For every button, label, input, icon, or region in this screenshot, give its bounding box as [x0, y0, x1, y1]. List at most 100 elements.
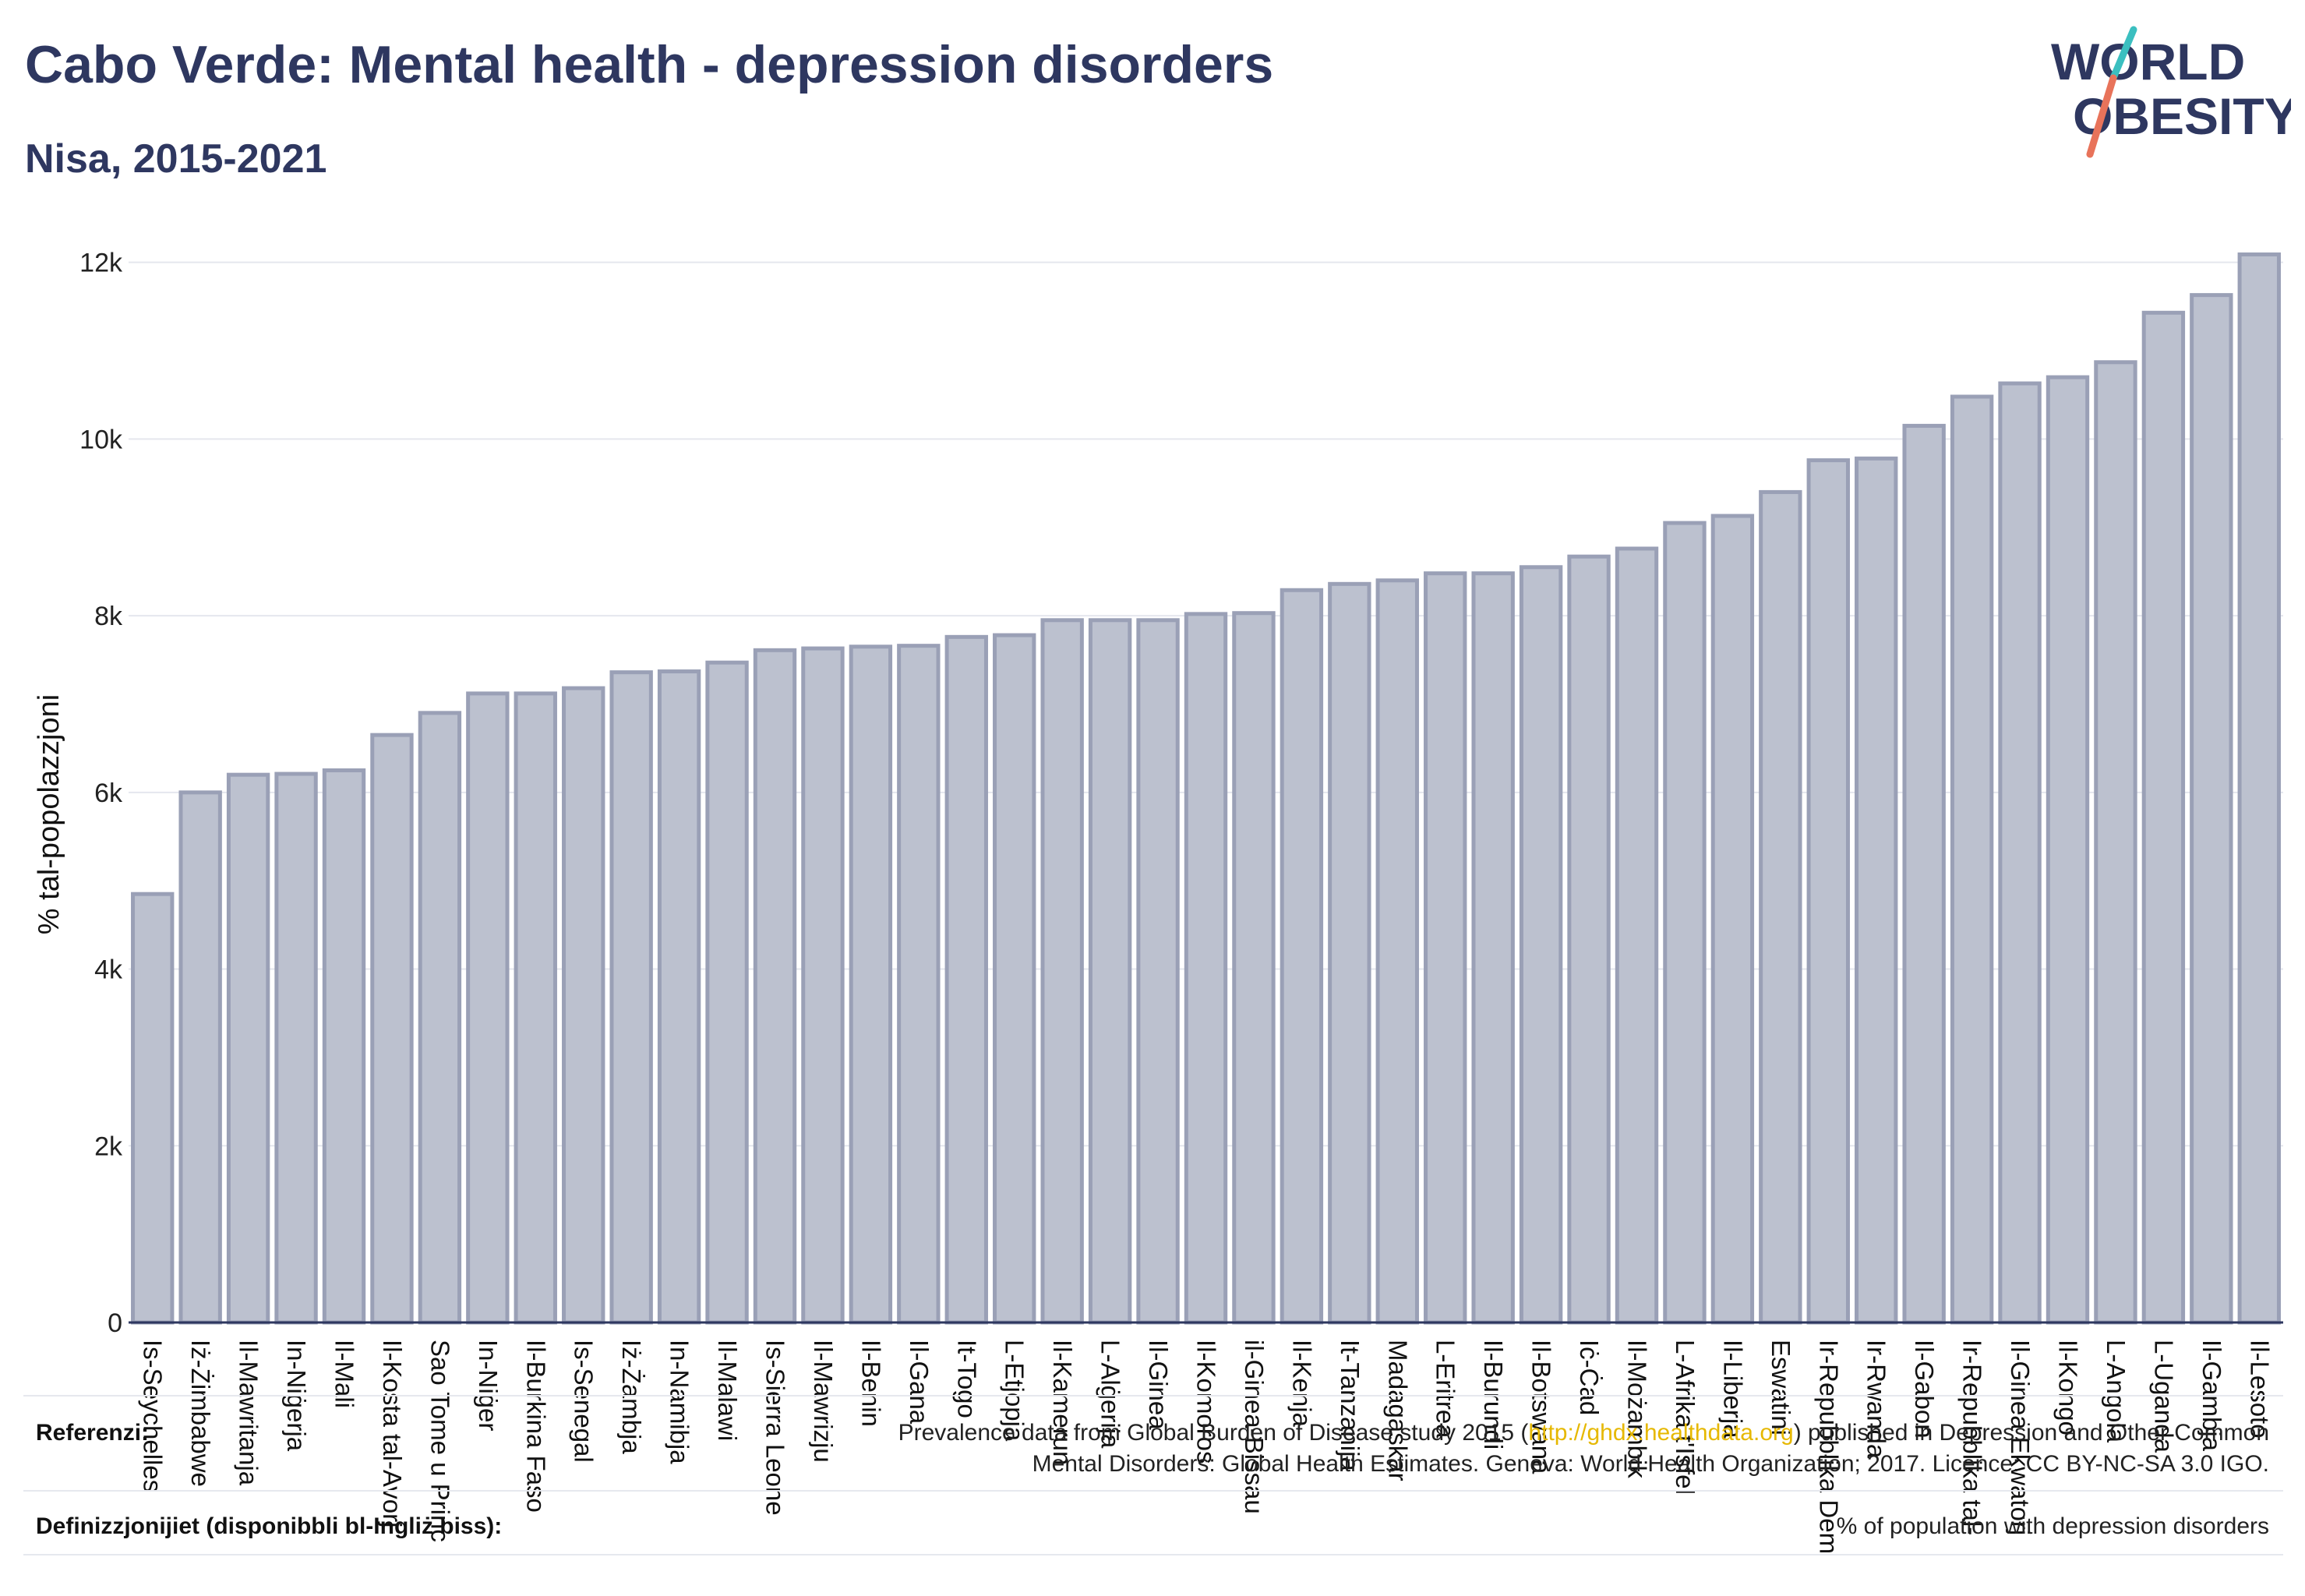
bar[interactable]: L-Uganda — [2141, 310, 2186, 1325]
x-tick-label: Sao Tome u Princ — [425, 1340, 454, 1542]
x-tick-label: It-Tanzanija — [1336, 1340, 1364, 1471]
x-tick-label: Is-Senegal — [570, 1340, 598, 1463]
bar[interactable]: Eswatini — [1759, 489, 1802, 1325]
bar[interactable]: Il-Malawi — [705, 660, 749, 1325]
chart-subtitle: Nisa, 2015-2021 — [25, 136, 327, 182]
x-tick-label: Il-Burkina Faso — [521, 1340, 550, 1513]
x-tick-label: Il-Możambik — [1623, 1340, 1652, 1478]
y-axis-label: % tal-popolazzjoni — [33, 694, 65, 934]
bar[interactable]: Il-Mali — [322, 768, 366, 1325]
x-tick-label: Il-Kenja — [1287, 1340, 1316, 1428]
x-tick-label: Il-Benin — [856, 1340, 885, 1427]
x-tick-label: Ir-Rwanda — [1862, 1340, 1891, 1459]
bar[interactable]: L-Alġerija — [1088, 618, 1132, 1325]
footer-divider-bottom — [23, 1554, 2283, 1555]
definitions-label: Definizzjonijiet (disponibbli bl-Ingliż … — [36, 1513, 503, 1539]
y-axis: 0 2k 4k 6k 8k 10k 12k — [79, 249, 123, 1338]
bar[interactable]: Il-Gabon — [1902, 423, 1946, 1325]
bar[interactable]: Ir-Repubblika Demokratika tal-Kongo — [1806, 458, 1850, 1325]
bar[interactable]: L-Afrika t'Isfel — [1663, 521, 1707, 1325]
y-tick-label: 8k — [94, 602, 123, 631]
x-tick-label: L-Eritrea — [1431, 1340, 1460, 1439]
bar[interactable]: Is-Seychelles — [131, 892, 175, 1325]
x-tick-label: It-Togo — [952, 1340, 981, 1418]
bar[interactable]: Sao Tome u Principe — [418, 711, 462, 1325]
bar[interactable]: Ir-Repubblika tal-Afrika Ċentrali — [1950, 394, 1994, 1325]
y-tick-label: 12k — [79, 249, 123, 278]
bar[interactable]: Il-Burundi — [1471, 571, 1515, 1325]
bar[interactable]: L-Eritrea — [1424, 571, 1467, 1325]
bar[interactable]: Il-Mawrizju — [801, 646, 845, 1325]
bar[interactable]: Ir-Rwanda — [1855, 456, 1898, 1325]
bar[interactable]: Il-Lesoto — [2237, 252, 2281, 1325]
bar[interactable]: Il-Gana — [897, 644, 941, 1325]
logo-slash-coral — [2086, 74, 2117, 158]
x-tick-label: Il-Kongo — [2054, 1340, 2083, 1435]
bar[interactable]: il-Ginea-Bissau — [1232, 611, 1276, 1325]
bar[interactable]: Il-Liberja — [1710, 514, 1755, 1325]
x-tick-label: Il-Ginea Ekwatorj — [2006, 1340, 2035, 1535]
bar[interactable]: Il-Burkina Faso — [514, 691, 557, 1325]
bar[interactable]: Is-Senegal — [562, 686, 605, 1325]
bar[interactable]: It-Togo — [944, 634, 988, 1325]
x-tick-label: L-Etjopja — [1001, 1340, 1029, 1442]
x-tick-label: L-Alġerija — [1096, 1340, 1125, 1449]
x-tick-label: Il-Kosta tal-Avorj — [378, 1340, 407, 1527]
x-tick-label: Il-Burundi — [1479, 1340, 1508, 1449]
bar[interactable]: Il-Botswana — [1519, 565, 1563, 1325]
x-tick-label: Il-Mawrizju — [809, 1340, 838, 1463]
x-tick-label: Il-Gana — [905, 1340, 934, 1425]
x-tick-label: In-Niġer — [474, 1340, 503, 1431]
bar[interactable]: Il-Kenja — [1280, 588, 1324, 1325]
x-tick-label: Is-Seychelles — [139, 1340, 168, 1492]
x-tick-label: Il-Ginea — [1144, 1340, 1173, 1430]
bar[interactable]: In-Niġerja — [274, 772, 318, 1325]
x-tick-label: Iċ-Ċad — [1575, 1340, 1604, 1415]
bar[interactable]: It-Tanzanija — [1328, 581, 1371, 1325]
references-text-line1: Prevalence data from Global Burden of Di… — [898, 1420, 2269, 1446]
bar[interactable]: Iż-Żambja — [609, 670, 653, 1325]
world-obesity-logo: WORLD OBESITY — [2051, 26, 2291, 158]
bar[interactable]: Il-Ginea Ekwatorjali — [1998, 381, 2042, 1325]
x-tick-label: il-Ginea-Bissau — [1240, 1340, 1269, 1514]
x-tick-label: Il-Kamerun — [1048, 1340, 1077, 1465]
bar[interactable]: Iċ-Ċad — [1567, 554, 1611, 1325]
x-tick-label: Il-Gabon — [1910, 1340, 1939, 1439]
bar[interactable]: Il-Kamerun — [1040, 618, 1084, 1325]
bar[interactable]: In-Niġer — [466, 691, 510, 1325]
x-tick-label: L-Angola — [2102, 1340, 2130, 1443]
x-tick-label: L-Afrika t'Isfel — [1671, 1340, 1700, 1495]
bar[interactable]: Il-Benin — [849, 644, 893, 1325]
bar[interactable]: Il-Ginea — [1136, 618, 1180, 1325]
x-tick-label: Is-Sierra Leone — [761, 1340, 790, 1516]
bar[interactable]: Il-Komoros — [1184, 612, 1228, 1325]
bar[interactable]: L-Etjopja — [993, 633, 1036, 1325]
bar[interactable]: Il-Możambik — [1615, 546, 1659, 1325]
footer-divider-middle — [23, 1490, 2283, 1492]
x-tick-label: Il-Mawritanja — [235, 1340, 263, 1486]
references-link[interactable]: http://ghdx.healthdata.org — [1528, 1420, 1794, 1446]
bar[interactable]: L-Angola — [2094, 360, 2137, 1325]
x-tick-label: Il-Botswana — [1527, 1340, 1556, 1474]
x-tick-label: In-Namibja — [665, 1340, 694, 1464]
references-label: Referenzi: — [36, 1420, 150, 1446]
chart-title: Cabo Verde: Mental health - depression d… — [25, 35, 1274, 94]
bar[interactable]: Iż-Żimbabwe — [178, 790, 222, 1325]
x-tick-label: Madagaskar — [1383, 1340, 1412, 1481]
footer-divider-top — [23, 1395, 2283, 1396]
x-tick-label: Ir-Repubblika Dem — [1814, 1340, 1843, 1554]
bar[interactable]: Madagaskar — [1375, 578, 1419, 1325]
bar[interactable]: Il-Kongo — [2046, 375, 2090, 1325]
bar[interactable]: In-Namibja — [657, 669, 701, 1325]
bar[interactable]: Il-Kosta tal-Avorju — [370, 733, 414, 1325]
y-tick-label: 6k — [94, 779, 123, 808]
x-tick-label: Iż-Żimbabwe — [186, 1340, 215, 1487]
x-tick-label: Il-Mali — [330, 1340, 359, 1408]
bar[interactable]: Il-Mawritanja — [226, 772, 270, 1325]
x-tick-label: Iż-Żambja — [617, 1340, 646, 1454]
bar[interactable]: Il-Gambja — [2190, 293, 2233, 1325]
definitions-text: % of population with depression disorder… — [1836, 1513, 2269, 1539]
logo-slash-teal — [2109, 26, 2137, 82]
bar[interactable]: Is-Sierra Leone — [753, 648, 797, 1325]
references-text-line2: Mental Disorders: Global Health Estimate… — [1032, 1451, 2269, 1477]
